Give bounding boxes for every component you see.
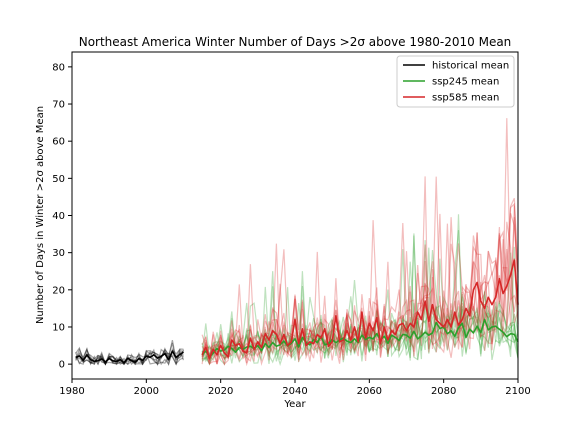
y-tick-label: 60 xyxy=(52,137,65,148)
x-tick-label: 2040 xyxy=(282,386,307,397)
ensemble-member-line xyxy=(201,197,519,366)
ensemble-member-line xyxy=(75,339,185,366)
y-tick-label: 70 xyxy=(52,100,65,111)
legend-box xyxy=(396,55,515,108)
series-lines xyxy=(75,259,519,364)
ensemble-member-line xyxy=(75,347,184,366)
ensemble-member-line xyxy=(75,342,184,367)
y-axis: 0 10 20 30 40 50 60 70 80 xyxy=(52,62,72,371)
series-line-historical-mean xyxy=(75,350,184,364)
series-line-ssp585-mean xyxy=(201,259,519,360)
x-tick-label: 2100 xyxy=(505,386,530,397)
x-tick-label: 1980 xyxy=(59,386,84,397)
y-tick-label: 40 xyxy=(52,211,65,222)
ensemble-member-line xyxy=(201,230,519,360)
ensemble-member-line xyxy=(201,214,519,362)
plot-area xyxy=(71,51,519,380)
x-tick-label: 2080 xyxy=(431,386,456,397)
y-tick-label: 10 xyxy=(52,322,65,333)
x-axis-label: Year xyxy=(283,399,306,410)
legend-label: ssp585 mean xyxy=(432,93,499,104)
y-tick-label: 20 xyxy=(52,285,65,296)
y-tick-label: 50 xyxy=(52,174,65,185)
y-tick-label: 80 xyxy=(52,62,65,73)
legend: historical mean ssp245 mean ssp585 mean xyxy=(396,55,515,108)
x-tick-label: 2020 xyxy=(208,386,233,397)
y-tick-label: 30 xyxy=(52,248,65,259)
y-axis-label: Number of Days in Winter >2σ above Mean xyxy=(35,106,46,324)
x-tick-label: 2060 xyxy=(357,386,382,397)
x-tick-label: 2000 xyxy=(134,386,159,397)
y-tick-label: 0 xyxy=(59,360,65,371)
legend-label: historical mean xyxy=(432,61,509,72)
legend-label: ssp245 mean xyxy=(432,77,499,88)
x-axis: 1980 2000 2020 2040 2060 2080 2100 xyxy=(59,379,531,397)
ensemble-member-line xyxy=(201,205,519,365)
chart-title: Northeast America Winter Number of Days … xyxy=(79,35,512,49)
